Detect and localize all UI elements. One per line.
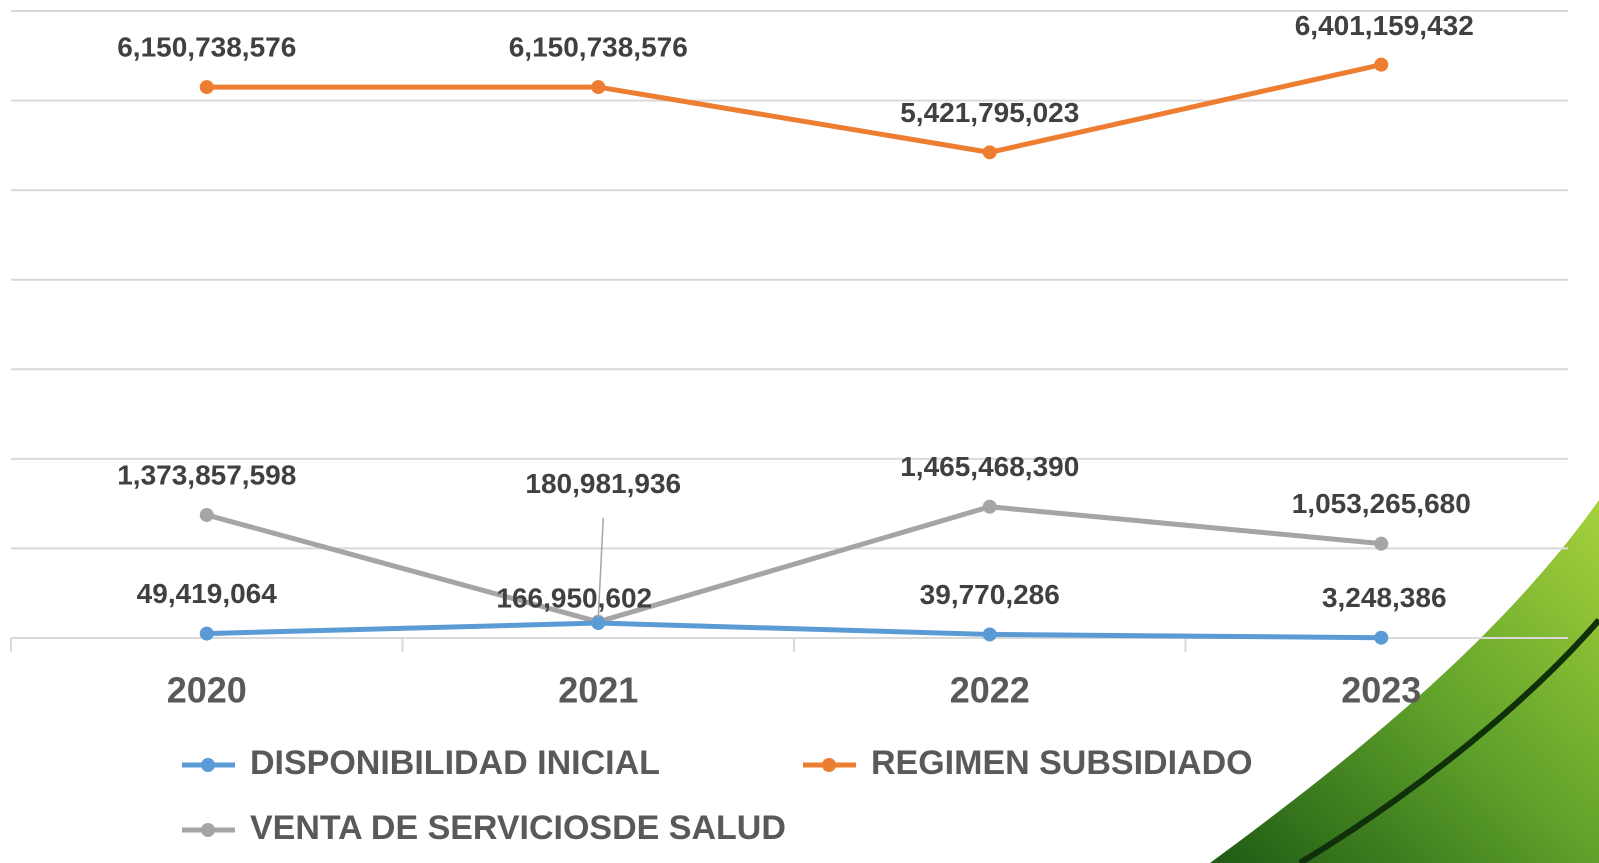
legend-label: VENTA DE SERVICIOSDE SALUD: [250, 809, 786, 847]
x-tick-label: 2020: [167, 670, 247, 711]
data-label: 6,150,738,576: [509, 31, 688, 62]
x-tick-label: 2021: [558, 670, 638, 711]
data-point: [983, 145, 997, 159]
data-point: [983, 627, 997, 641]
series-line: [207, 65, 1382, 153]
data-point: [591, 80, 605, 94]
legend-marker: [201, 758, 215, 772]
data-point: [1374, 631, 1388, 645]
data-point: [200, 627, 214, 641]
data-point: [1374, 58, 1388, 72]
data-label: 1,053,265,680: [1292, 488, 1471, 519]
plot-area: 2020 2021 2022 2023 6,150,738,576 6,150,738,5…: [11, 10, 1568, 847]
x-tick-label: 2022: [950, 670, 1030, 711]
legend-marker: [822, 758, 836, 772]
data-point: [200, 80, 214, 94]
legend-marker: [201, 823, 215, 837]
legend-label: DISPONIBILIDAD INICIAL: [250, 744, 660, 782]
data-label: 166,950,602: [496, 582, 652, 613]
data-point: [200, 508, 214, 522]
series-line: [207, 623, 1382, 638]
data-label: 6,150,738,576: [117, 31, 296, 62]
data-label: 180,981,936: [525, 468, 681, 499]
data-label: 1,373,857,598: [117, 459, 296, 490]
data-label: 5,421,795,023: [900, 97, 1079, 128]
data-label: 3,248,386: [1322, 582, 1447, 613]
legend-label: REGIMEN SUBSIDIADO: [871, 744, 1253, 782]
data-label: 6,401,159,432: [1295, 10, 1474, 41]
data-label: 39,770,286: [920, 579, 1060, 610]
chart: 2020 2021 2022 2023 6,150,738,576 6,150,738,5…: [0, 0, 1599, 863]
data-label: 1,465,468,390: [900, 451, 1079, 482]
series-line: [207, 507, 1382, 622]
data-point: [983, 500, 997, 514]
x-tick-label: 2023: [1341, 670, 1421, 711]
data-label: 49,419,064: [137, 578, 278, 609]
data-point: [1374, 537, 1388, 551]
data-point: [591, 616, 605, 630]
